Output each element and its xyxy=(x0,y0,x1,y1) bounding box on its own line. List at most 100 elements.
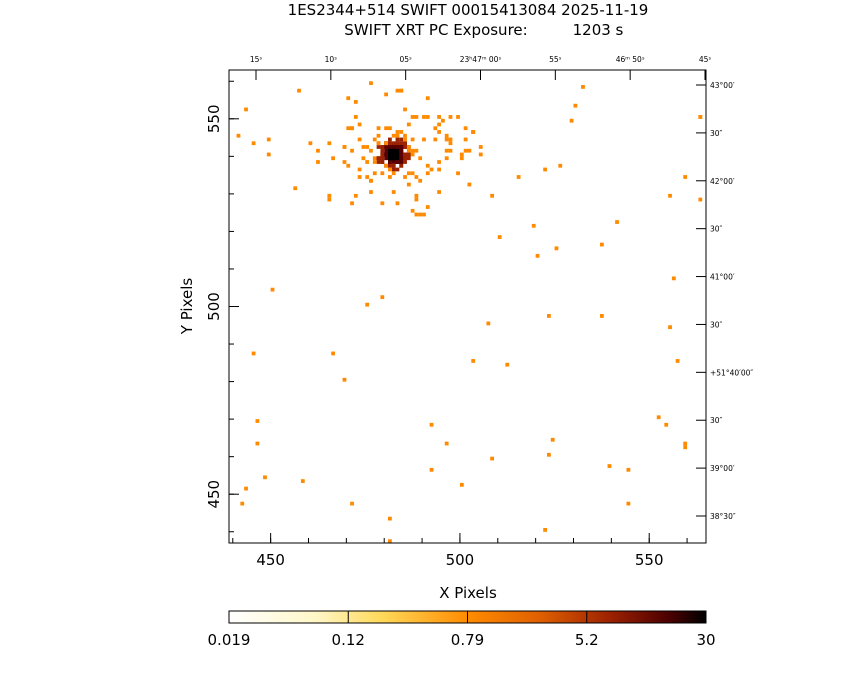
count-pixel xyxy=(384,141,388,146)
ra-axis-ticks: 15ˢ 10ˢ 05ˢ 23ʰ47ᵐ 00ˢ 55ˢ 46ᵐ 50ˢ 45ˢ xyxy=(250,55,711,80)
count-pixel xyxy=(418,178,423,183)
count-pixel xyxy=(240,501,245,506)
count-pixel xyxy=(357,167,362,172)
count-pixel xyxy=(236,133,241,138)
count-pixel xyxy=(327,193,332,198)
count-pixel xyxy=(414,197,419,202)
count-pixel xyxy=(395,88,400,93)
count-pixel xyxy=(391,156,396,161)
count-pixel xyxy=(346,96,351,101)
count-pixel xyxy=(406,152,411,157)
dec-tick-label: 39°00′ xyxy=(710,464,735,473)
count-pixel xyxy=(607,464,612,468)
y-tick-label: 500 xyxy=(205,292,223,321)
count-pixel xyxy=(429,422,434,427)
count-pixel xyxy=(683,445,688,450)
count-pixel xyxy=(399,137,404,142)
count-pixel xyxy=(467,148,472,153)
y-axis-ticks: 450 500 550 xyxy=(205,80,239,533)
count-pixel xyxy=(395,201,400,206)
count-pixel xyxy=(244,486,248,491)
count-pixel xyxy=(429,467,434,472)
ra-tick-label: 05ˢ xyxy=(399,55,412,64)
count-pixel xyxy=(554,246,559,251)
count-pixel xyxy=(422,115,426,119)
count-pixel xyxy=(448,115,453,119)
count-pixel xyxy=(380,295,385,300)
dec-tick-label: 30″ xyxy=(710,225,723,234)
count-pixel xyxy=(384,156,388,161)
count-pixel xyxy=(444,148,449,153)
count-pixel xyxy=(293,186,298,191)
count-pixel xyxy=(376,160,381,164)
count-pixel xyxy=(353,193,358,198)
count-pixel xyxy=(361,156,366,161)
count-pixel xyxy=(406,171,411,176)
count-pixel xyxy=(547,452,551,457)
count-pixel xyxy=(395,167,400,172)
count-pixel xyxy=(463,137,468,142)
count-pixel xyxy=(391,141,396,146)
count-pixel xyxy=(456,171,460,176)
colorbar-ticks: 0.019 0.12 0.79 5.2 30 xyxy=(208,611,716,649)
dec-tick-label: 38°30″ xyxy=(710,512,736,521)
count-pixel xyxy=(478,152,483,157)
count-pixel xyxy=(369,81,373,86)
count-pixel xyxy=(406,148,411,153)
count-pixel xyxy=(675,359,680,363)
count-pixel xyxy=(414,175,419,179)
count-pixel xyxy=(486,321,491,326)
count-pixel xyxy=(425,171,430,176)
count-pixel xyxy=(448,141,453,146)
count-pixel xyxy=(350,201,354,206)
count-pixel xyxy=(342,377,347,382)
count-pixel xyxy=(531,223,536,228)
count-pixel xyxy=(372,156,377,161)
count-pixel xyxy=(388,137,392,142)
count-pixel xyxy=(459,156,464,161)
count-pixel xyxy=(425,205,430,209)
count-pixel xyxy=(395,152,400,157)
count-pixel xyxy=(399,145,404,149)
count-pixel xyxy=(444,137,449,142)
count-pixel xyxy=(403,145,407,149)
count-pixel xyxy=(535,253,540,258)
count-pixel xyxy=(547,314,551,318)
count-pixel xyxy=(384,152,388,157)
count-pixel xyxy=(399,141,404,146)
count-pixel xyxy=(388,175,392,179)
ra-tick-label: 23ʰ47ᵐ 00ˢ xyxy=(460,55,502,64)
count-pixel xyxy=(467,182,472,187)
count-pixel xyxy=(380,148,385,153)
count-pixel xyxy=(391,167,396,172)
count-pixel xyxy=(297,88,301,93)
count-pixel xyxy=(357,175,362,179)
y-axis-label: Y Pixels xyxy=(178,278,196,336)
count-pixel xyxy=(437,122,441,127)
dec-tick-label: 43°00′ xyxy=(710,81,735,90)
count-pixel xyxy=(353,100,358,104)
count-map xyxy=(236,81,703,544)
count-pixel xyxy=(414,193,419,198)
count-pixel xyxy=(391,190,396,194)
count-pixel xyxy=(384,145,388,149)
count-pixel xyxy=(350,126,354,131)
count-pixel xyxy=(384,126,388,131)
count-pixel xyxy=(403,160,407,164)
count-pixel xyxy=(376,156,381,161)
count-pixel xyxy=(399,160,404,164)
dec-tick-label: +51°40′00″ xyxy=(710,368,753,377)
count-pixel xyxy=(395,148,400,153)
count-pixel xyxy=(444,133,449,138)
count-pixel xyxy=(388,141,392,146)
count-pixel xyxy=(365,175,370,179)
count-pixel xyxy=(418,156,423,161)
count-pixel xyxy=(406,122,411,127)
count-pixel xyxy=(403,156,407,161)
count-pixel xyxy=(391,163,396,168)
colorbar-tick-label: 0.12 xyxy=(332,631,365,649)
x-axis-label: X Pixels xyxy=(439,584,497,602)
count-pixel xyxy=(391,160,396,164)
count-pixel xyxy=(251,351,256,356)
count-pixel xyxy=(490,193,494,198)
